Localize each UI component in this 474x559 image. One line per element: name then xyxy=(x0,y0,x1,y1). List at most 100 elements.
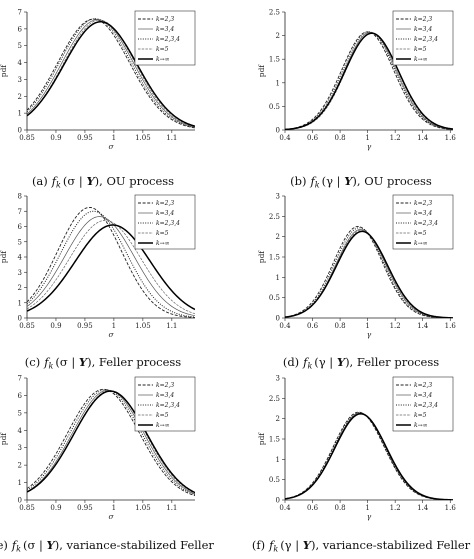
y-tick-label: 2 xyxy=(18,93,22,101)
legend-entry: k=2,3,4 xyxy=(156,36,180,43)
x-tick-label: 1.1 xyxy=(166,322,177,330)
y-tick-label: 3 xyxy=(276,193,280,201)
legend-entry: k=2,3 xyxy=(414,382,432,389)
x-tick-label: 0.95 xyxy=(77,322,93,330)
y-tick-label: 1.5 xyxy=(269,56,280,64)
x-tick-label: 0.85 xyxy=(19,504,35,512)
legend-entry: k→∞ xyxy=(156,422,170,429)
y-tick-label: 4 xyxy=(18,59,23,67)
caption-args: (γ | xyxy=(314,355,337,370)
y-axis-label: pdf xyxy=(0,432,8,446)
panel-caption: (e)fk(σ | Y), variance-stabilized Feller xyxy=(0,538,214,554)
x-tick-label: 1.2 xyxy=(390,504,401,512)
y-tick-label: 0 xyxy=(18,127,22,135)
y-tick-label: 2.5 xyxy=(269,9,280,17)
x-tick-label: 0.8 xyxy=(335,134,346,142)
y-tick-label: 2.5 xyxy=(269,395,280,403)
y-tick-label: 7 xyxy=(18,375,22,383)
series-line-5 xyxy=(27,224,195,312)
legend: k=2,3 k=3,4 k=2,3,4 k=5 k→∞ xyxy=(134,376,196,432)
y-tick-label: 1.5 xyxy=(269,254,280,262)
legend-entry: k→∞ xyxy=(156,240,170,247)
y-tick-label: 0 xyxy=(18,497,22,505)
x-tick-label: 1.6 xyxy=(445,504,457,512)
caption-args: (σ | xyxy=(55,355,79,370)
series-line-1 xyxy=(285,31,453,130)
y-tick-label: 3 xyxy=(18,76,22,84)
series-line-3 xyxy=(27,18,195,129)
legend-entry: k→∞ xyxy=(414,240,428,247)
legend-entry: k=2,3 xyxy=(414,200,432,207)
caption-label: (e) xyxy=(0,538,8,552)
x-tick-label: 0.4 xyxy=(279,134,291,142)
legend-entry: k=5 xyxy=(156,46,169,53)
legend: k=2,3 k=3,4 k=2,3,4 k=5 k→∞ xyxy=(134,194,196,250)
x-tick-label: 1.6 xyxy=(445,134,457,142)
y-tick-label: 1 xyxy=(276,274,280,282)
y-tick-label: 6 xyxy=(18,392,23,400)
panel-caption: (d) fk (γ | Y), Feller process xyxy=(283,355,439,371)
y-tick-label: 6 xyxy=(18,223,23,231)
y-tick-label: 0.5 xyxy=(269,476,280,484)
legend-entry: k=2,3,4 xyxy=(414,36,438,43)
legend: k=2,3 k=3,4 k=2,3,4 k=5 k→∞ xyxy=(392,376,454,432)
x-tick-label: 1.4 xyxy=(417,134,429,142)
caption-sub: k xyxy=(315,181,320,190)
y-tick-label: 2 xyxy=(18,462,22,470)
x-tick-label: 1.1 xyxy=(166,504,177,512)
caption-args: (γ | xyxy=(280,538,303,553)
y-axis-label: pdf xyxy=(0,64,8,78)
series-line-5 xyxy=(27,390,195,494)
y-tick-label: 0 xyxy=(276,127,280,135)
x-tick-label: 0.6 xyxy=(307,322,319,330)
series-line-5 xyxy=(285,230,453,318)
x-tick-label: 0.85 xyxy=(19,322,35,330)
legend-entry: k=5 xyxy=(414,412,427,419)
x-tick-label: 0.85 xyxy=(19,134,35,142)
caption-bold: Y xyxy=(47,538,57,552)
panel-caption: (f) fk (γ | Y), variance-stabilized Feller xyxy=(252,538,471,554)
legend-entry: k=2,3,4 xyxy=(156,220,180,227)
chart-panel-b: 0.4 0.6 0.8 1 1.2 1.4 1.6 0 0.5 1 1.5 2 2.5 γ pdf k=2,3… xyxy=(257,9,456,190)
caption-f: f xyxy=(11,538,18,552)
x-tick-label: 1 xyxy=(365,134,369,142)
y-tick-label: 1.5 xyxy=(269,436,280,444)
y-tick-label: 0.5 xyxy=(269,103,280,111)
caption-sub: k xyxy=(273,545,278,554)
x-tick-label: 0.6 xyxy=(307,504,319,512)
legend-entry: k=2,3 xyxy=(156,16,174,23)
y-tick-label: 1 xyxy=(18,110,22,118)
caption-close: ), Feller process xyxy=(345,355,439,369)
y-tick-label: 2 xyxy=(276,415,280,423)
series-line-3 xyxy=(285,31,453,130)
y-tick-label: 7 xyxy=(18,9,22,17)
legend-entry: k=3,4 xyxy=(414,392,432,399)
x-tick-label: 1 xyxy=(112,504,116,512)
caption-f: f xyxy=(302,355,309,369)
chart-panel-f: 0.4 0.6 0.8 1 1.2 1.4 1.6 0 0.5 1 1.5 2 2.5 3 γ pdf k=2,… xyxy=(252,375,471,554)
x-tick-label: 1 xyxy=(365,504,369,512)
caption-f: f xyxy=(268,538,275,552)
x-tick-label: 1.6 xyxy=(445,322,457,330)
chart-panel-e: 0.85 0.9 0.95 1 1.05 1.1 0 1 2 3 4 5 6 7 σ pdf k=2,3 k=3,… xyxy=(0,375,214,554)
legend-entry: k=5 xyxy=(156,412,169,419)
y-axis-label: pdf xyxy=(257,64,266,78)
legend-entry: k=2,3,4 xyxy=(414,220,438,227)
legend-entry: k→∞ xyxy=(414,422,428,429)
x-tick-label: 1 xyxy=(112,322,116,330)
x-tick-label: 1.4 xyxy=(417,322,429,330)
y-tick-label: 2 xyxy=(18,284,22,292)
y-tick-label: 1 xyxy=(18,299,22,307)
y-tick-label: 4 xyxy=(18,427,23,435)
legend-box xyxy=(134,194,196,250)
x-tick-label: 0.4 xyxy=(279,322,291,330)
caption-bold: Y xyxy=(337,355,347,369)
caption-bold: Y xyxy=(303,538,313,552)
x-tick-label: 1.2 xyxy=(390,134,401,142)
x-tick-label: 0.9 xyxy=(50,322,61,330)
legend-entry: k=2,3,4 xyxy=(414,402,438,409)
y-axis-label: pdf xyxy=(257,432,266,446)
y-tick-label: 0 xyxy=(276,497,280,505)
y-tick-label: 0 xyxy=(276,315,280,323)
y-tick-label: 5 xyxy=(18,238,22,246)
